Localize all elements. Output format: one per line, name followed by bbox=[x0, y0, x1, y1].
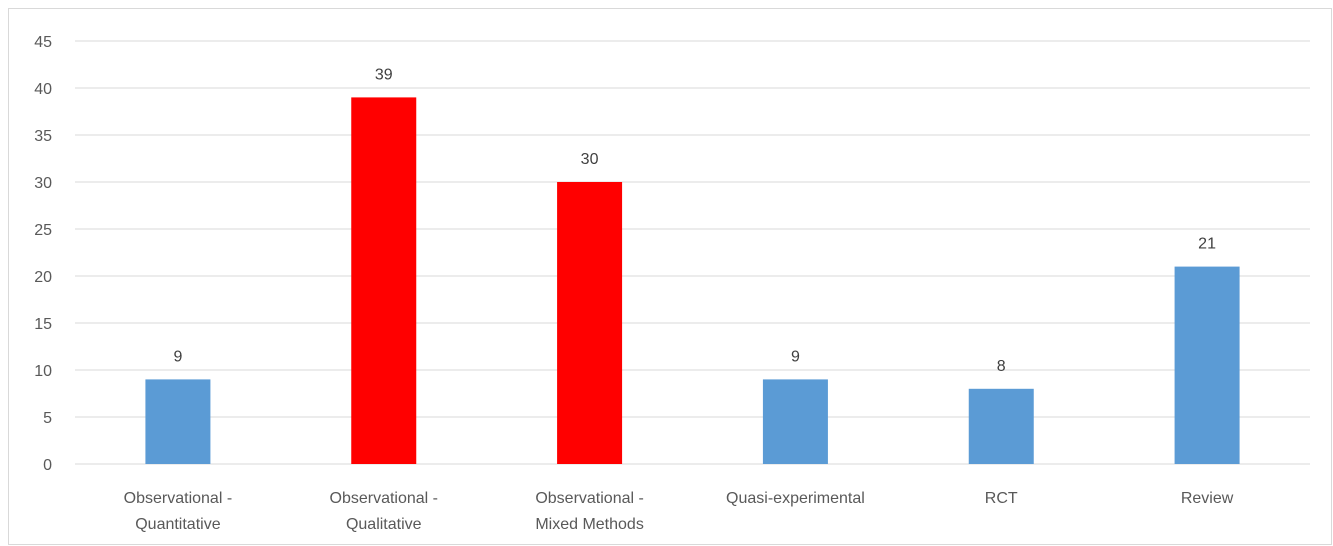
y-tick-label: 0 bbox=[43, 457, 52, 474]
x-tick-label-line: Quasi-experimental bbox=[726, 490, 865, 507]
bars bbox=[145, 97, 1240, 465]
x-tick-label-line: Qualitative bbox=[346, 516, 422, 533]
data-labels: 9 39 30 9 8 21 bbox=[173, 66, 1216, 374]
x-tick-label: Quasi-experimental bbox=[726, 490, 865, 507]
x-tick-label: Observational - Mixed Methods bbox=[535, 490, 644, 533]
x-tick-label-line: Quantitative bbox=[135, 516, 220, 533]
y-tick-label: 30 bbox=[34, 175, 52, 192]
bar bbox=[557, 182, 623, 464]
x-tick-label-line: Observational - bbox=[535, 490, 644, 507]
y-tick-label: 25 bbox=[34, 222, 52, 239]
bar bbox=[762, 379, 828, 464]
data-label: 39 bbox=[375, 66, 393, 83]
y-tick-label: 35 bbox=[34, 128, 52, 145]
data-label: 9 bbox=[791, 348, 800, 365]
x-tick-label-line: Observational - bbox=[124, 490, 233, 507]
gridlines bbox=[75, 40, 1310, 465]
bar bbox=[351, 97, 417, 465]
y-tick-label: 15 bbox=[34, 316, 52, 333]
data-label: 9 bbox=[173, 348, 182, 365]
y-axis-ticks: 0 5 10 15 20 25 30 35 40 45 bbox=[34, 34, 52, 474]
bar bbox=[968, 388, 1034, 464]
x-tick-label-line: RCT bbox=[985, 490, 1018, 507]
x-tick-label-line: Observational - bbox=[330, 490, 439, 507]
x-tick-label-line: Mixed Methods bbox=[535, 516, 644, 533]
bar bbox=[1174, 266, 1240, 464]
y-tick-label: 45 bbox=[34, 34, 52, 51]
x-tick-label-line: Review bbox=[1181, 490, 1234, 507]
x-axis-categories: Observational -QuantitativeObservational… bbox=[124, 490, 1234, 533]
x-tick-label: Observational - Quantitative bbox=[124, 490, 233, 533]
y-tick-label: 20 bbox=[34, 269, 52, 286]
x-tick-label: Review bbox=[1181, 490, 1234, 507]
y-tick-label: 40 bbox=[34, 81, 52, 98]
y-tick-label: 5 bbox=[43, 410, 52, 427]
data-label: 8 bbox=[997, 358, 1006, 375]
x-tick-label: RCT bbox=[985, 490, 1018, 507]
bar bbox=[145, 379, 211, 464]
data-label: 30 bbox=[581, 151, 599, 168]
y-tick-label: 10 bbox=[34, 363, 52, 380]
data-label: 21 bbox=[1198, 236, 1216, 253]
x-tick-label: Observational - Qualitative bbox=[330, 490, 439, 533]
